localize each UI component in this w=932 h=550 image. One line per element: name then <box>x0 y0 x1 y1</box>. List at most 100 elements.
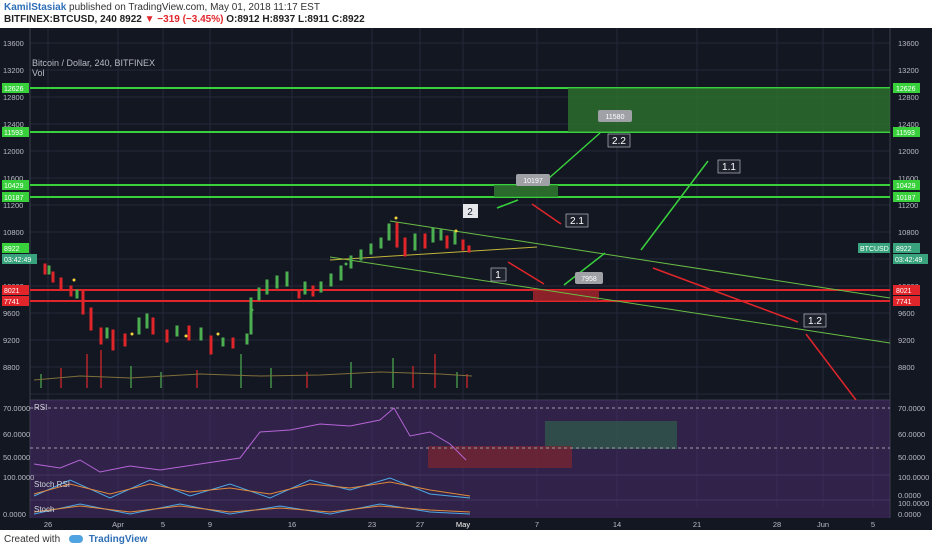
label-1-1: 1.1 <box>722 162 736 173</box>
created-with-text: Created with <box>4 534 61 545</box>
svg-text:0.0000: 0.0000 <box>898 510 921 519</box>
last-price: 8922 <box>119 14 142 25</box>
svg-text:0.0000: 0.0000 <box>898 491 921 500</box>
svg-text:12626: 12626 <box>896 86 916 93</box>
svg-text:13200: 13200 <box>3 66 24 75</box>
chart-svg[interactable]: 11580 10197 7958 1 1.1 1.2 2 2.1 2.2 136… <box>0 28 932 530</box>
svg-text:10187: 10187 <box>896 195 916 202</box>
label-2: 2 <box>467 207 473 218</box>
svg-text:Jun: Jun <box>817 520 829 529</box>
svg-text:12626: 12626 <box>4 86 24 93</box>
label-2-1: 2.1 <box>570 216 584 227</box>
svg-text:11593: 11593 <box>4 130 23 137</box>
publish-line: KamilStasiak published on TradingView.co… <box>4 2 320 13</box>
price-axis-right[interactable]: 13600 13200 12800 12400 12000 11600 1120… <box>898 39 919 372</box>
tradingview-cloud-icon <box>68 535 83 544</box>
trend-channel[interactable] <box>329 220 891 344</box>
svg-text:16: 16 <box>288 520 296 529</box>
svg-text:12400: 12400 <box>3 120 24 129</box>
stoch-rsi-label: Stoch RSI <box>34 480 70 489</box>
svg-text:9600: 9600 <box>898 309 915 318</box>
svg-text:11200: 11200 <box>898 201 918 210</box>
svg-text:100.0000: 100.0000 <box>3 473 34 482</box>
svg-text:10800: 10800 <box>898 228 919 237</box>
svg-text:5: 5 <box>871 520 875 529</box>
level-tags-right: 12626 11593 10429 10187 BTCUSD 8922 03:4… <box>2 83 928 306</box>
svg-text:8922: 8922 <box>896 246 912 253</box>
svg-text:8021: 8021 <box>896 288 912 295</box>
svg-text:10429: 10429 <box>4 183 24 190</box>
svg-text:12800: 12800 <box>3 93 24 102</box>
svg-text:9200: 9200 <box>898 336 915 345</box>
svg-text:03:42:49: 03:42:49 <box>4 257 31 264</box>
svg-text:21: 21 <box>693 520 701 529</box>
svg-text:23: 23 <box>368 520 376 529</box>
price-callouts[interactable]: 11580 10197 7958 <box>516 110 632 284</box>
publish-header: KamilStasiak published on TradingView.co… <box>0 0 932 28</box>
svg-text:8800: 8800 <box>3 363 20 372</box>
bar-countdown: 03:42:49 <box>895 257 922 264</box>
svg-text:8800: 8800 <box>898 363 915 372</box>
chart-title: Bitcoin / Dollar, 240, BITFINEX <box>32 58 156 68</box>
svg-text:Apr: Apr <box>112 520 124 529</box>
svg-text:13200: 13200 <box>898 66 919 75</box>
target-zone-1[interactable] <box>533 290 599 301</box>
chart-area[interactable]: 11580 10197 7958 1 1.1 1.2 2 2.1 2.2 136… <box>0 28 932 530</box>
callout-7958: 7958 <box>581 276 597 283</box>
svg-text:9200: 9200 <box>3 336 20 345</box>
level-tags-left: 12626 11593 10429 10187 8922 8021 7741 <box>2 83 29 306</box>
footer: Created with TradingView <box>0 530 932 550</box>
support-line[interactable] <box>329 246 538 261</box>
published-text: published on TradingView.com, May 01, 20… <box>69 2 320 13</box>
svg-text:8021: 8021 <box>4 288 20 295</box>
svg-text:10429: 10429 <box>896 183 916 190</box>
scenario-labels: 1 1.1 1.2 2 2.1 2.2 <box>463 133 827 328</box>
svg-text:9600: 9600 <box>3 309 20 318</box>
svg-text:50.0000: 50.0000 <box>3 453 30 462</box>
symbol-text: BITFINEX:BTCUSD, 240 <box>4 14 117 25</box>
svg-text:11593: 11593 <box>896 130 915 137</box>
svg-text:0.0000: 0.0000 <box>3 510 26 519</box>
svg-text:27: 27 <box>416 520 424 529</box>
rsi-label: RSI <box>34 403 47 412</box>
svg-text:13600: 13600 <box>3 39 24 48</box>
candles <box>43 216 471 355</box>
svg-text:11200: 11200 <box>3 201 23 210</box>
svg-text:7741: 7741 <box>4 299 20 306</box>
stoch-label: Stoch <box>34 505 54 514</box>
rsi-pane[interactable]: RSI 70.0000 60.0000 50.0000 70.0000 60.0… <box>3 400 925 475</box>
svg-text:11600: 11600 <box>3 174 23 183</box>
tradingview-link[interactable]: TradingView <box>88 534 148 545</box>
down-arrow-icon: ▼ <box>144 14 155 25</box>
svg-text:50.0000: 50.0000 <box>898 453 925 462</box>
svg-text:26: 26 <box>44 520 52 529</box>
svg-text:28: 28 <box>773 520 781 529</box>
volume-bars <box>33 350 473 388</box>
time-axis[interactable]: 26 Apr 5 9 16 23 27 May 7 14 21 28 Jun 5 <box>44 520 875 529</box>
svg-text:60.0000: 60.0000 <box>898 430 925 439</box>
svg-text:14: 14 <box>613 520 621 529</box>
price-change: −319 (−3.45%) <box>157 14 224 25</box>
svg-text:10800: 10800 <box>3 228 24 237</box>
scenario-arrows[interactable] <box>496 132 857 401</box>
svg-text:12400: 12400 <box>898 120 919 129</box>
callout-10197: 10197 <box>523 178 543 185</box>
author-link[interactable]: KamilStasiak <box>4 2 67 13</box>
svg-text:13600: 13600 <box>898 39 919 48</box>
svg-text:12000: 12000 <box>3 147 24 156</box>
symbol-line: BITFINEX:BTCUSD, 240 8922 ▼ −319 (−3.45%… <box>4 14 365 25</box>
symbol-tag: BTCUSD <box>860 246 889 253</box>
svg-text:10187: 10187 <box>4 195 24 202</box>
svg-text:11600: 11600 <box>898 174 918 183</box>
svg-text:8922: 8922 <box>4 246 20 253</box>
svg-text:9: 9 <box>208 520 212 529</box>
svg-text:May: May <box>456 520 470 529</box>
callout-11580: 11580 <box>606 114 625 121</box>
ohlc-values: O:8912 H:8937 L:8911 C:8922 <box>226 14 365 25</box>
stoch-pane[interactable]: Stoch 100.0000 0.0000 0.0000 <box>3 499 929 519</box>
svg-text:70.0000: 70.0000 <box>3 404 30 413</box>
target-zone-2[interactable] <box>494 185 558 197</box>
svg-text:12000: 12000 <box>898 147 919 156</box>
volume-label: Vol <box>32 68 45 78</box>
stoch-rsi-pane[interactable]: Stoch RSI 100.0000 0.0000 100.0000 <box>3 473 929 500</box>
